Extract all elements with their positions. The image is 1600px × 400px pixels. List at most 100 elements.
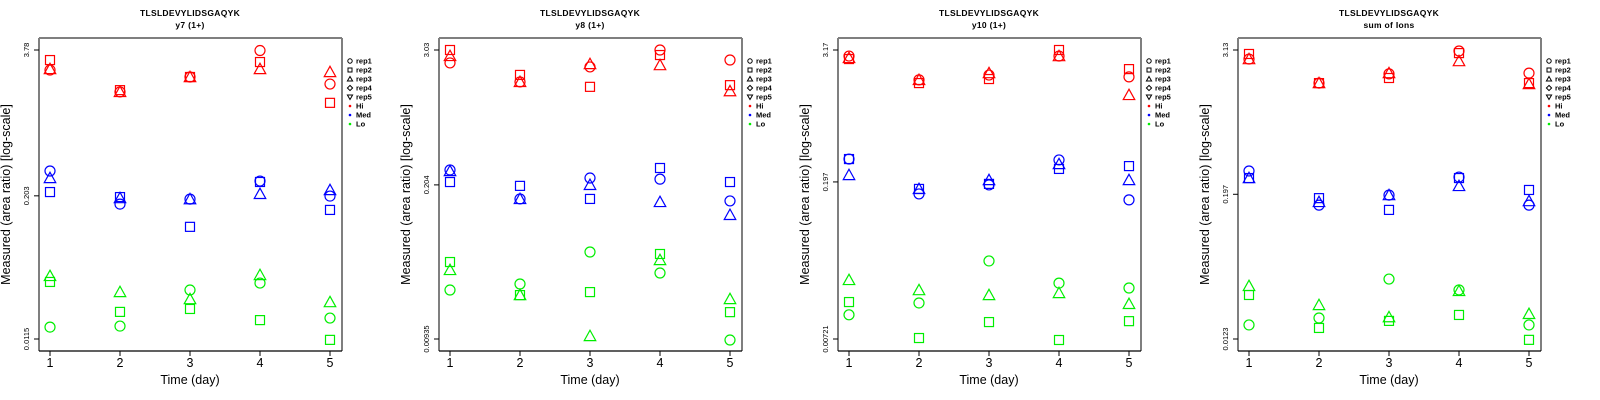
legend-label: rep1	[1555, 57, 1571, 66]
data-point	[842, 168, 856, 181]
data-point	[843, 153, 855, 165]
data-point	[184, 221, 196, 232]
data-point	[982, 66, 996, 79]
x-tick-label: 2	[916, 356, 923, 370]
data-point	[724, 80, 736, 91]
data-point	[1243, 48, 1255, 60]
data-point	[114, 320, 126, 332]
data-point	[912, 283, 926, 296]
y-tick-label: 3.78	[22, 43, 31, 58]
legend-diamond-icon	[1145, 84, 1153, 92]
data-point	[44, 186, 56, 198]
data-point	[113, 285, 127, 298]
chart-subtitle: y8 (1+)	[575, 20, 604, 30]
legend-label: Hi	[756, 102, 764, 111]
data-point	[513, 191, 527, 205]
legend-square-icon	[1546, 67, 1552, 73]
data-point	[723, 207, 737, 221]
legend-label: Med	[356, 111, 371, 120]
data-point	[114, 198, 126, 210]
data-point	[1453, 284, 1465, 296]
data-point	[912, 181, 926, 195]
data-point	[1122, 87, 1136, 101]
data-point	[1313, 193, 1325, 204]
data-point	[513, 288, 527, 301]
legend-label: Hi	[356, 102, 364, 111]
data-point	[982, 173, 996, 186]
data-point	[113, 84, 127, 98]
data-point	[1123, 160, 1135, 172]
y-axis-title: Measured (area ratio) [log-scale]	[0, 104, 13, 285]
legend-label: rep5	[756, 93, 772, 102]
data-point	[724, 176, 736, 188]
legend-dot-icon	[348, 104, 352, 108]
y-tick-label: 3.03	[422, 43, 431, 58]
legend-diamond-icon	[346, 84, 354, 92]
data-point	[1523, 334, 1535, 345]
data-point	[1313, 312, 1325, 324]
data-point	[183, 70, 197, 83]
data-point	[324, 78, 336, 90]
legend-label: rep3	[756, 75, 772, 84]
chart-panel: TLSLDEVYLIDSGAQYK y10 (1+) 1 2 3 4 5 Time (day)…	[798, 8, 1172, 387]
x-tick-label: 4	[1456, 356, 1463, 370]
data-point	[843, 296, 855, 308]
data-point	[843, 53, 855, 65]
data-point	[1242, 52, 1256, 65]
data-point	[1383, 315, 1395, 327]
data-point	[44, 165, 56, 177]
y-tick-label: 0.0123	[1221, 328, 1230, 351]
y-axis-title: Measured (area ratio) [log-scale]	[1198, 104, 1212, 285]
data-point	[324, 204, 336, 216]
data-point	[513, 74, 527, 88]
data-point	[1052, 157, 1066, 170]
legend-label: rep4	[756, 84, 773, 93]
data-point	[1123, 194, 1135, 206]
data-point	[43, 62, 57, 75]
data-point	[444, 256, 456, 268]
chart-title: TLSLDEVYLIDSGAQYK	[1339, 8, 1440, 18]
legend-triangle-down-icon	[746, 94, 754, 101]
data-point	[1382, 188, 1396, 201]
data-point	[983, 316, 995, 328]
legend-label: rep2	[1555, 66, 1571, 75]
x-tick-label: 5	[1526, 356, 1533, 370]
data-point	[1122, 296, 1136, 310]
y-tick-label: 0.204	[422, 175, 431, 194]
legend-dot-icon	[1147, 113, 1151, 117]
y-axis-title: Measured (area ratio) [log-scale]	[399, 104, 413, 285]
x-tick-label: 2	[1316, 356, 1323, 370]
data-point	[913, 332, 925, 344]
data-point	[1243, 319, 1255, 331]
legend-label: rep4	[1155, 84, 1172, 93]
legend-dot-icon	[1147, 104, 1151, 108]
data-point	[254, 176, 266, 188]
data-point	[184, 284, 196, 296]
data-point	[1382, 66, 1396, 79]
data-point	[1053, 44, 1065, 56]
data-point	[584, 172, 596, 184]
x-axis-title: Time (day)	[959, 373, 1018, 387]
legend-label: rep1	[1155, 57, 1171, 66]
y-tick-label: 0.00721	[821, 325, 830, 352]
data-point	[583, 177, 597, 191]
data-point	[653, 194, 667, 208]
x-tick-label: 1	[846, 356, 853, 370]
data-point	[43, 171, 57, 184]
legend-label: rep5	[356, 93, 372, 102]
data-point	[514, 69, 526, 81]
legend-label: Hi	[1155, 102, 1163, 111]
data-point	[1122, 173, 1136, 186]
data-point	[1523, 184, 1535, 196]
data-point	[584, 246, 596, 258]
y-tick-label: 0.197	[1221, 185, 1230, 204]
y-axis-title: Measured (area ratio) [log-scale]	[798, 104, 812, 285]
data-point	[654, 267, 666, 279]
data-point	[584, 193, 596, 205]
data-point	[443, 262, 457, 276]
data-point	[653, 58, 667, 71]
legend-dot-icon	[1547, 122, 1551, 126]
legend-circle-icon	[1146, 58, 1152, 64]
data-point	[514, 278, 526, 290]
